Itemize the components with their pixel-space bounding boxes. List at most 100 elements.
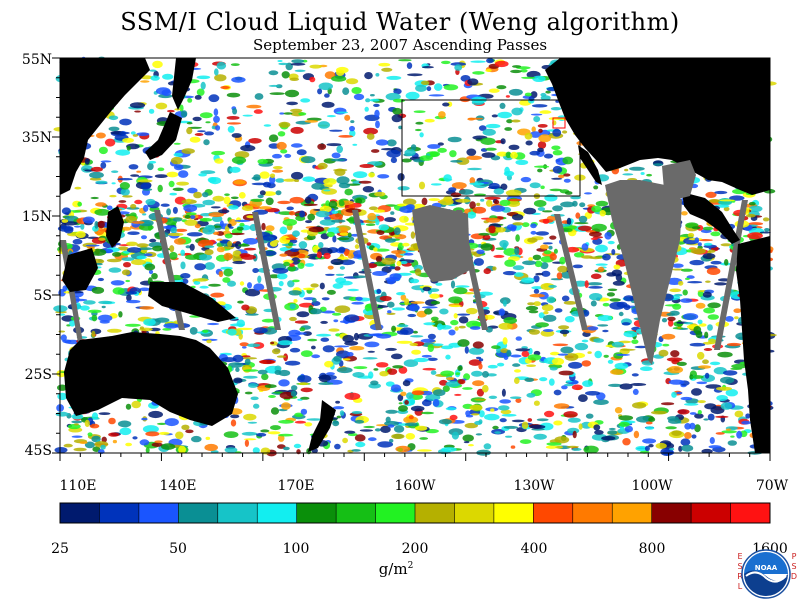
cloud-pixel	[183, 204, 198, 212]
cloud-pixel	[387, 424, 395, 428]
colorbar	[59, 502, 771, 524]
cloud-pixel	[227, 328, 237, 336]
cloud-pixel	[699, 323, 707, 327]
cloud-pixel	[199, 217, 213, 222]
colorbar-tick-25: 25	[51, 541, 69, 557]
cloud-pixel	[211, 215, 223, 222]
cloud-pixel	[508, 144, 520, 150]
cloud-pixel	[746, 213, 756, 218]
cloud-pixel	[428, 198, 440, 202]
cloud-pixel	[374, 109, 380, 118]
cloud-pixel	[235, 367, 240, 373]
cloud-pixel	[424, 308, 433, 315]
lon-label-100w: 100W	[631, 478, 673, 494]
cloud-pixel	[482, 128, 496, 136]
cloud-pixel	[421, 66, 434, 69]
cloud-pixel	[386, 139, 397, 147]
cloud-pixel	[343, 248, 350, 257]
cloud-pixel	[290, 108, 303, 113]
cloud-pixel	[539, 110, 552, 114]
cloud-pixel	[186, 198, 192, 203]
cloud-pixel	[408, 415, 414, 420]
cloud-pixel	[472, 206, 487, 214]
cloud-pixel	[424, 118, 435, 123]
cloud-pixel	[710, 231, 721, 237]
cloud-pixel	[551, 177, 563, 180]
cloud-pixel	[261, 318, 276, 323]
cloud-pixel	[57, 225, 74, 232]
cloud-pixel	[542, 242, 553, 245]
cloud-pixel	[374, 191, 386, 197]
cloud-pixel	[462, 434, 474, 442]
cloud-pixel	[691, 388, 702, 396]
cloud-pixel	[689, 259, 705, 266]
cloud-pixel	[126, 294, 132, 302]
cloud-pixel	[499, 399, 512, 404]
cloud-pixel	[148, 108, 155, 114]
cloud-pixel	[676, 391, 683, 395]
cloud-pixel	[483, 443, 492, 450]
cloud-pixel	[160, 203, 170, 207]
cloud-pixel	[533, 301, 542, 307]
cloud-pixel	[396, 340, 413, 344]
lat-label-55n: 55N	[21, 52, 52, 68]
cloud-pixel	[107, 328, 122, 333]
colorbar-swatch	[138, 503, 179, 523]
cloud-pixel	[239, 253, 251, 258]
cloud-pixel	[448, 187, 457, 192]
cloud-pixel	[200, 81, 206, 90]
cloud-pixel	[223, 196, 231, 205]
cloud-pixel	[332, 235, 337, 243]
cloud-pixel	[275, 178, 285, 183]
cloud-pixel	[464, 346, 469, 354]
cloud-pixel	[366, 133, 375, 140]
cloud-pixel	[443, 174, 452, 182]
cloud-pixel	[400, 327, 414, 336]
cloud-pixel	[385, 92, 401, 101]
cloud-pixel	[748, 222, 764, 226]
cloud-pixel	[199, 112, 213, 119]
cloud-pixel	[614, 407, 623, 414]
cloud-pixel	[184, 219, 198, 226]
cloud-pixel	[194, 263, 206, 271]
cloud-pixel	[640, 366, 653, 372]
lon-label-70w: 70W	[755, 478, 789, 494]
cloud-pixel	[232, 257, 243, 263]
cloud-pixel	[94, 221, 99, 229]
cloud-pixel	[106, 205, 113, 211]
cloud-pixel	[578, 423, 583, 430]
cloud-pixel	[277, 200, 291, 205]
cloud-pixel	[486, 199, 493, 207]
cloud-pixel	[540, 244, 549, 250]
cloud-pixel	[283, 446, 290, 451]
cloud-pixel	[723, 370, 738, 376]
cloud-pixel	[154, 174, 168, 179]
colorbar-swatch	[533, 503, 574, 523]
cloud-pixel	[335, 277, 346, 284]
cloud-pixel	[548, 284, 557, 288]
cloud-pixel	[302, 287, 316, 291]
cloud-pixel	[196, 88, 205, 96]
cloud-pixel	[485, 69, 492, 72]
cloud-pixel	[413, 357, 429, 363]
cloud-pixel	[632, 402, 647, 409]
cloud-pixel	[522, 260, 537, 266]
cloud-pixel	[278, 280, 284, 287]
cloud-pixel	[349, 125, 355, 132]
cloud-pixel	[613, 264, 621, 270]
cloud-pixel	[144, 263, 156, 271]
cloud-pixel	[552, 128, 562, 137]
cloud-pixel	[495, 227, 506, 233]
cloud-pixel	[491, 345, 501, 350]
cloud-pixel	[502, 299, 507, 307]
cloud-pixel	[720, 243, 732, 247]
cloud-pixel	[386, 75, 402, 80]
cloud-pixel	[202, 226, 215, 235]
cloud-pixel	[216, 246, 225, 253]
cloud-pixel	[227, 240, 233, 248]
cloud-pixel	[106, 258, 122, 263]
cloud-pixel	[528, 347, 533, 355]
cloud-pixel	[530, 223, 537, 229]
cloud-pixel	[224, 447, 238, 453]
cloud-pixel	[607, 240, 615, 245]
